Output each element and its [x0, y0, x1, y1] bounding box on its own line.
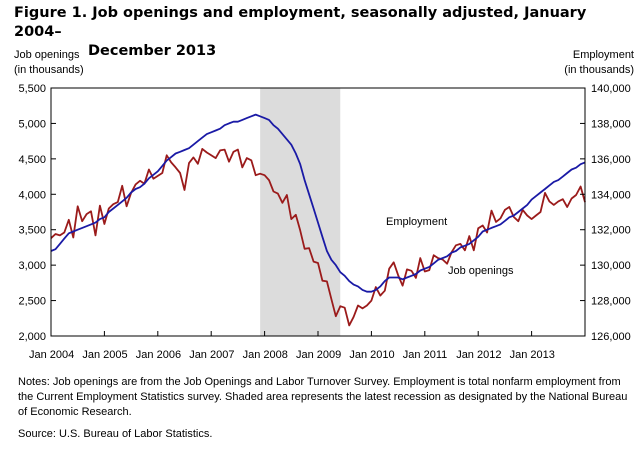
right-axis-tick-label: 132,000	[591, 225, 631, 237]
annotation-employment: Employment	[386, 216, 447, 228]
chart-title-line2: December 2013	[88, 43, 217, 59]
x-axis-tick-label: Jan 2007	[189, 349, 234, 361]
left-axis-title-line2: (in thousands)	[14, 64, 84, 76]
chart-notes: Notes: Job openings are from the Job Ope…	[18, 376, 628, 418]
left-axis-tick-label: 3,500	[18, 225, 46, 237]
chart-title-line1: Figure 1. Job openings and employment, s…	[14, 5, 587, 40]
recession-shading	[260, 88, 341, 336]
right-axis-tick-label: 130,000	[591, 260, 631, 272]
right-axis-title: Employment (in thousands)	[564, 48, 634, 78]
left-axis-tick-label: 5,000	[18, 118, 46, 130]
left-axis-tick-label: 4,500	[18, 154, 46, 166]
right-axis-tick-label: 134,000	[591, 189, 631, 201]
x-axis-tick-label: Jan 2013	[510, 349, 555, 361]
annotation-job-openings: Job openings	[448, 265, 514, 277]
right-axis-title-line2: (in thousands)	[564, 64, 634, 76]
right-axis-tick-label: 136,000	[591, 154, 631, 166]
left-axis-tick-label: 2,000	[18, 331, 46, 343]
series-line-employment	[50, 113, 586, 293]
right-axis-tick-label: 126,000	[591, 331, 631, 343]
x-axis-tick-label: Jan 2009	[296, 349, 341, 361]
left-axis-title: Job openings (in thousands)	[14, 48, 84, 78]
x-axis-tick-label: Jan 2005	[82, 349, 127, 361]
left-axis-tick-label: 4,000	[18, 189, 46, 201]
x-axis-tick-label: Jan 2004	[29, 349, 74, 361]
left-axis-tick-label: 3,000	[18, 260, 46, 272]
left-axis-tick-label: 2,500	[18, 296, 46, 308]
chart-source: Source: U.S. Bureau of Labor Statistics.	[18, 428, 213, 440]
series-line-job-openings	[50, 147, 586, 327]
right-axis-tick-label: 128,000	[591, 296, 631, 308]
left-axis-tick-label: 5,500	[18, 83, 46, 95]
right-axis-tick-label: 140,000	[591, 83, 631, 95]
x-axis-tick-label: Jan 2012	[456, 349, 501, 361]
right-axis-title-line1: Employment	[572, 49, 634, 61]
x-axis-tick-label: Jan 2010	[349, 349, 394, 361]
x-axis-tick-label: Jan 2011	[403, 349, 447, 361]
right-axis-tick-label: 138,000	[591, 118, 631, 130]
left-axis-title-line1: Job openings	[14, 49, 80, 61]
chart-title: Figure 1. Job openings and employment, s…	[14, 4, 614, 61]
x-axis-tick-label: Jan 2008	[243, 349, 288, 361]
x-axis-tick-label: Jan 2006	[136, 349, 181, 361]
